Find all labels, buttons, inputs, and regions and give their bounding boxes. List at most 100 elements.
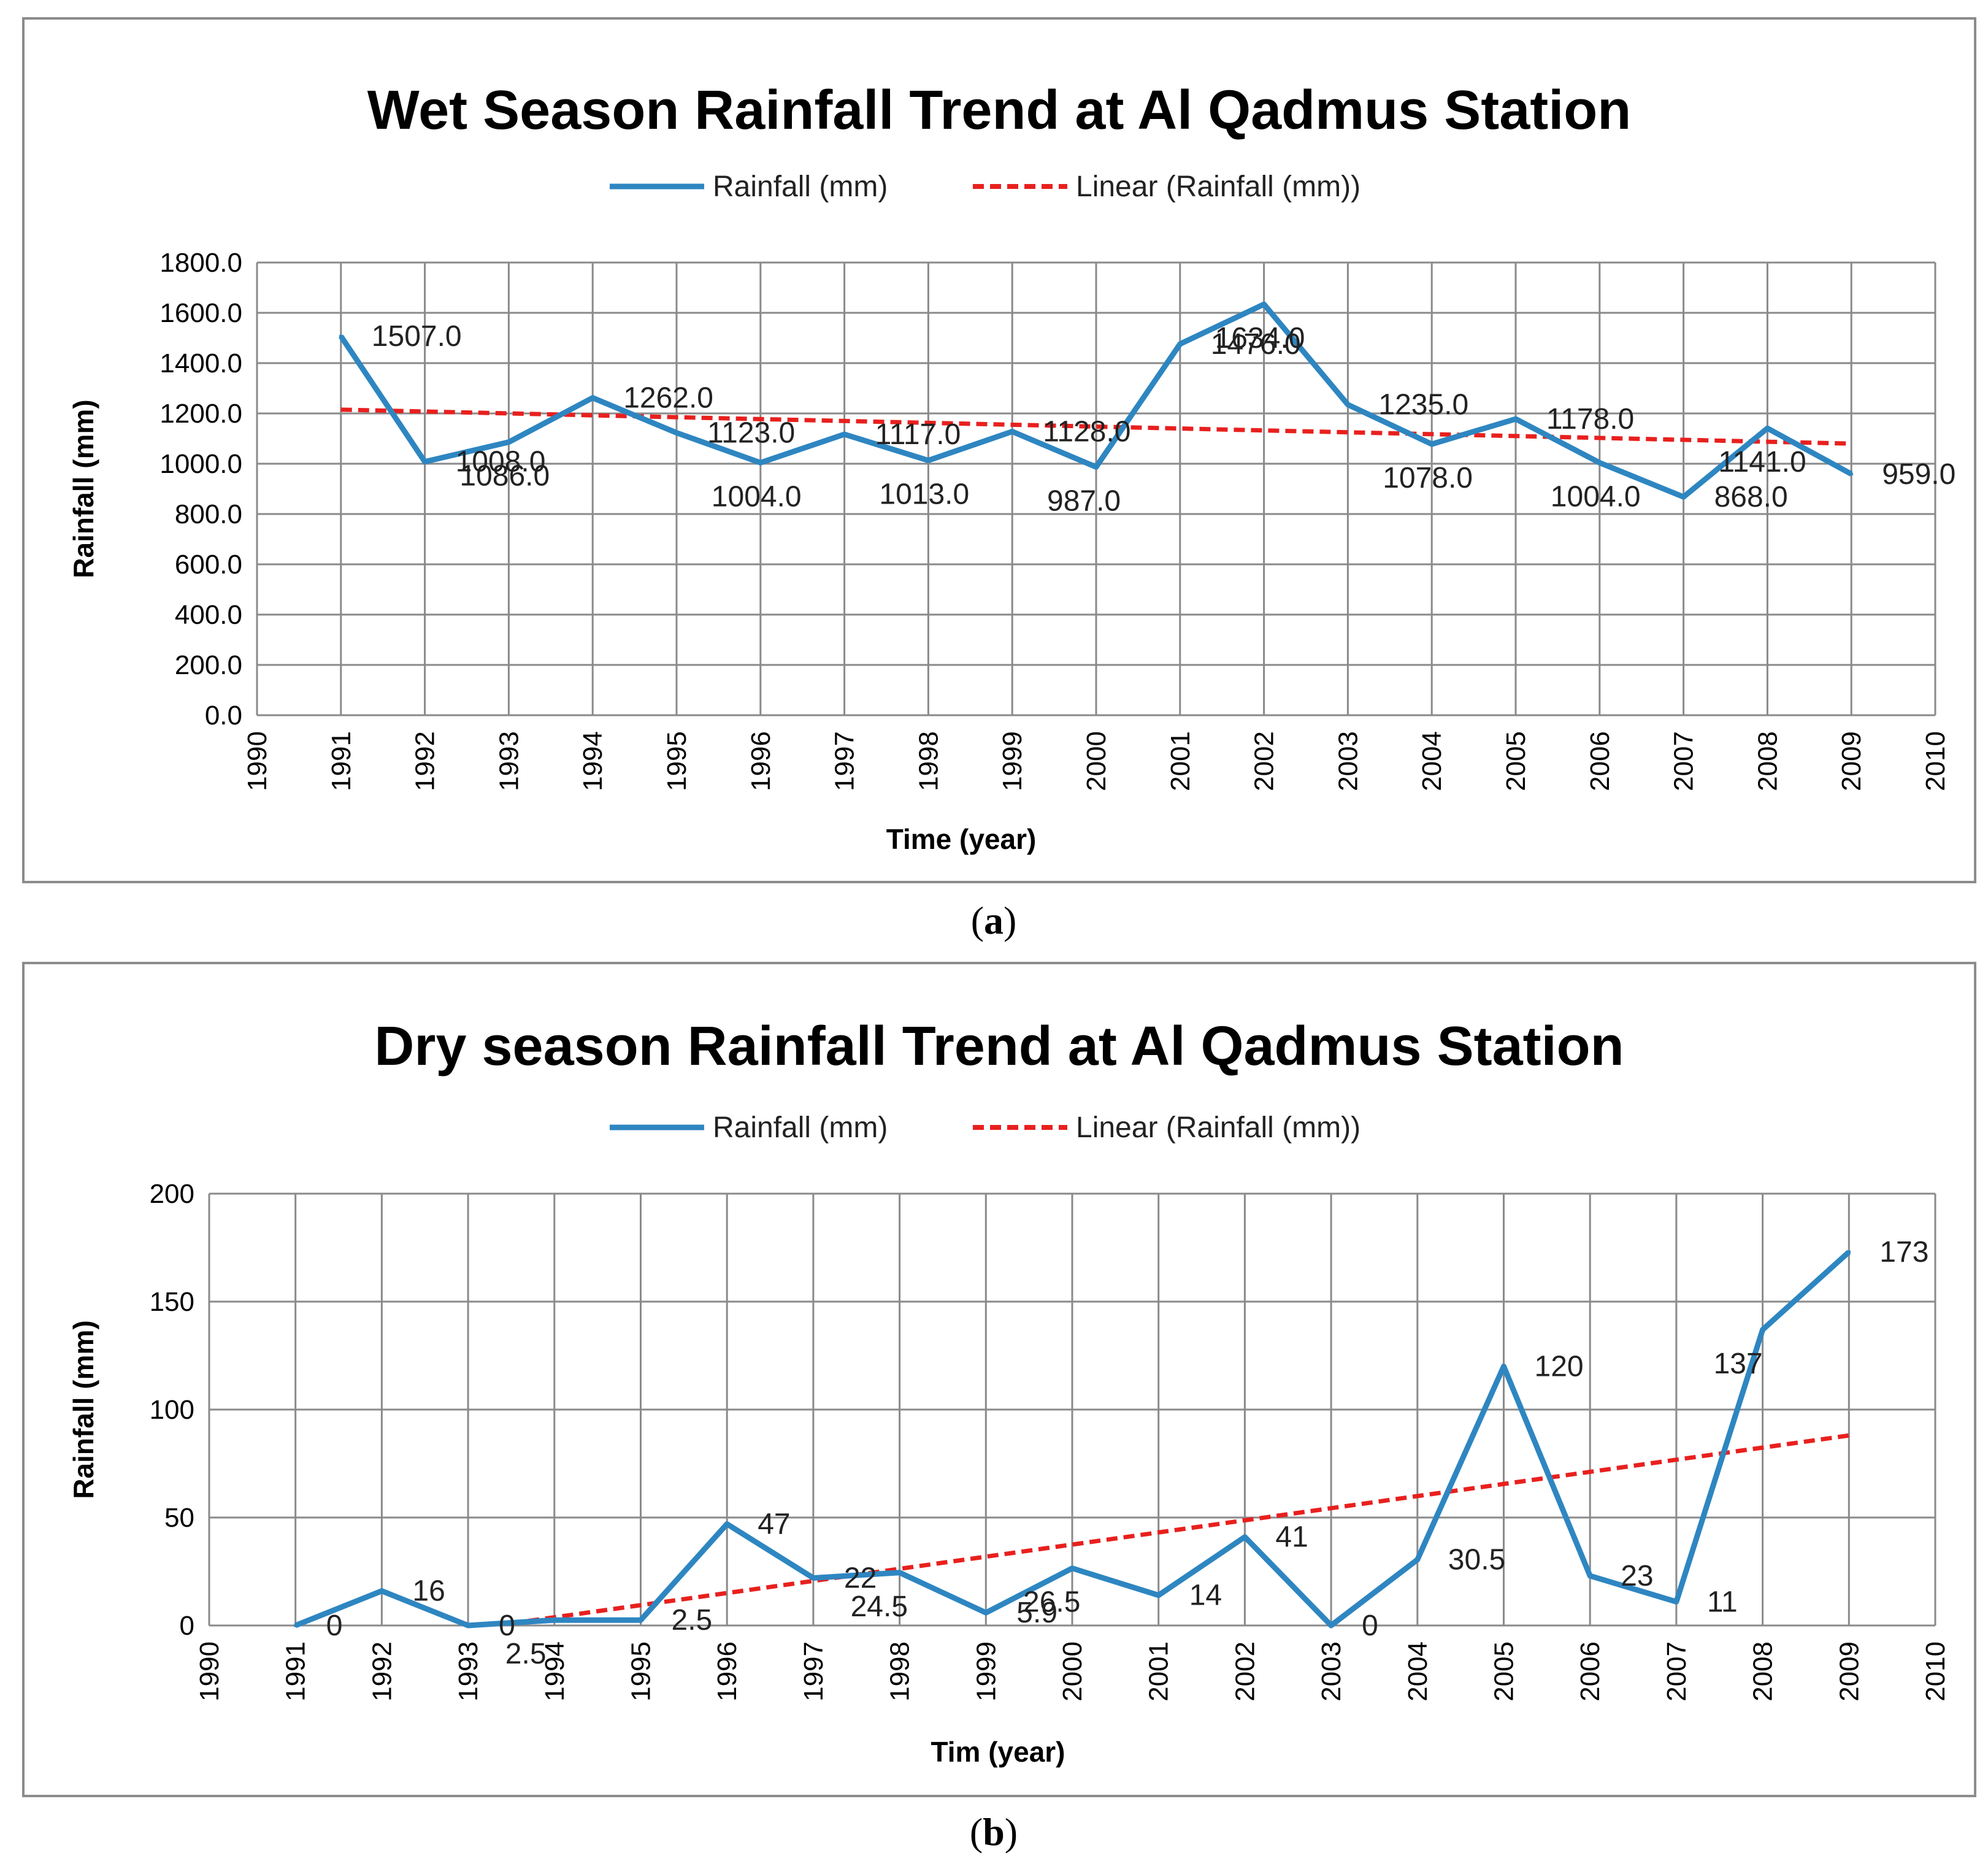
wet-x-tick-label: 1992 — [410, 731, 440, 791]
dry-data-point-1999 — [984, 1611, 988, 1615]
wet-y-tick-label: 1000.0 — [159, 449, 242, 479]
wet-y-tick-label: 0.0 — [205, 700, 242, 731]
wet-x-tick-label: 1996 — [746, 731, 776, 791]
dry-data-label-1998: 24.5 — [851, 1591, 908, 1623]
dry-x-tick-label: 2006 — [1575, 1641, 1605, 1702]
wet-data-point-2000 — [1094, 465, 1098, 469]
dry-x-tick-label: 2005 — [1489, 1641, 1519, 1702]
wet-x-tick-label: 2008 — [1752, 731, 1783, 791]
dry-data-label-1995: 2.5 — [672, 1604, 713, 1637]
wet-x-tick-label: 1998 — [913, 731, 943, 791]
dry-legend-linear-label: Linear (Rainfall (mm)) — [1076, 1111, 1361, 1144]
wet-data-point-2008 — [1765, 426, 1770, 431]
dry-data-point-2006 — [1588, 1574, 1592, 1578]
wet-y-tick-label: 1200.0 — [159, 399, 242, 429]
dry-data-point-1991 — [293, 1624, 297, 1627]
wet-y-tick-label: 1400.0 — [159, 348, 242, 378]
wet-x-tick-label: 1997 — [830, 731, 860, 791]
wet-x-tick-label: 1994 — [578, 731, 608, 791]
dry-data-label-1993: 0 — [499, 1610, 515, 1642]
wet-y-tick-label: 400.0 — [175, 600, 242, 630]
dry-y-axis-title: Rainfall (mm) — [67, 1320, 99, 1499]
wet-x-tick-label: 2006 — [1585, 731, 1615, 791]
dry-data-label-1992: 16 — [412, 1575, 445, 1608]
dry-data-point-2002 — [1243, 1535, 1247, 1539]
wet-x-tick-label: 1991 — [326, 731, 356, 791]
wet-data-label-2005: 1178.0 — [1546, 403, 1634, 436]
wet-data-label-2003: 1235.0 — [1378, 389, 1468, 421]
wet-data-point-2002 — [1262, 302, 1266, 307]
wet-data-label-1992: 1008.0 — [456, 446, 546, 478]
dry-x-tick-label: 2009 — [1834, 1641, 1864, 1702]
dry-data-label-2001: 14 — [1189, 1579, 1222, 1612]
wet-x-tick-label: 2007 — [1669, 731, 1699, 791]
wet-y-tick-label: 1600.0 — [159, 298, 242, 328]
wet-data-label-2008: 1141.0 — [1718, 446, 1806, 478]
wet-data-point-1997 — [842, 432, 846, 437]
wet-data-point-1993 — [507, 440, 511, 444]
wet-x-axis-title: Time (year) — [886, 823, 1037, 855]
dry-x-tick-label: 1990 — [194, 1641, 225, 1702]
wet-x-tick-label: 2001 — [1165, 731, 1195, 791]
wet-x-tick-label: 2005 — [1501, 731, 1531, 791]
dry-season-chart: Dry season Rainfall Trend at Al Qadmus S… — [67, 1016, 1951, 1768]
dry-x-tick-label: 1997 — [799, 1641, 829, 1702]
dry-data-point-2004 — [1415, 1557, 1419, 1562]
dry-x-axis-title: Tim (year) — [931, 1736, 1065, 1768]
wet-x-tick-label: 2003 — [1333, 731, 1363, 791]
dry-data-point-1997 — [811, 1576, 815, 1580]
dry-data-label-2005: 120 — [1535, 1351, 1584, 1383]
wet-x-tick-label: 2000 — [1081, 731, 1111, 791]
wet-data-point-1994 — [591, 396, 595, 400]
dry-data-label-1991: 0 — [326, 1610, 343, 1642]
wet-legend-linear-label: Linear (Rainfall (mm)) — [1076, 171, 1361, 203]
wet-x-tick-label: 1993 — [494, 731, 524, 791]
dry-data-point-2009 — [1847, 1250, 1851, 1254]
wet-trend-line — [340, 407, 1852, 446]
wet-data-point-1995 — [675, 431, 678, 435]
dry-data-point-2005 — [1502, 1364, 1506, 1368]
wet-data-label-2000: 987.0 — [1047, 485, 1121, 517]
dry-data-label-1996: 47 — [758, 1508, 790, 1541]
wet-data-label-1996: 1004.0 — [712, 480, 802, 513]
caption-b-letter: b — [983, 1810, 1005, 1854]
dry-data-point-1995 — [639, 1618, 643, 1622]
wet-data-point-1996 — [758, 461, 762, 465]
chart-panel-wet: Wet Season Rainfall Trend at Al Qadmus S… — [22, 17, 1976, 883]
dry-x-tick-label: 2004 — [1403, 1641, 1433, 1702]
dry-data-point-1993 — [466, 1624, 470, 1627]
wet-y-tick-label: 1800.0 — [159, 248, 242, 278]
dry-y-tick-label: 150 — [150, 1287, 194, 1317]
wet-y-tick-label: 800.0 — [175, 499, 242, 529]
dry-y-tick-label: 50 — [164, 1503, 194, 1533]
dry-trend-line — [510, 1433, 1849, 1625]
wet-data-point-1991 — [339, 334, 343, 339]
wet-data-point-2004 — [1430, 442, 1434, 447]
dry-data-point-2008 — [1760, 1327, 1765, 1332]
dry-x-tick-label: 1995 — [626, 1641, 656, 1702]
wet-chart-title: Wet Season Rainfall Trend at Al Qadmus S… — [367, 80, 1631, 141]
dry-x-tick-label: 2007 — [1662, 1641, 1692, 1702]
caption-b: (b) — [969, 1810, 1018, 1854]
dry-x-tick-label: 2001 — [1144, 1641, 1174, 1702]
dry-legend-rainfall-label: Rainfall (mm) — [713, 1111, 888, 1144]
wet-data-label-1994: 1262.0 — [623, 382, 713, 415]
dry-x-tick-label: 1993 — [453, 1641, 483, 1702]
wet-data-point-2007 — [1681, 495, 1686, 499]
dry-data-point-1998 — [897, 1570, 902, 1575]
wet-x-tick-label: 1995 — [662, 731, 692, 791]
wet-data-label-2004: 1078.0 — [1383, 462, 1473, 494]
dry-data-point-2001 — [1156, 1593, 1161, 1597]
dry-x-tick-label: 1991 — [281, 1641, 311, 1702]
dry-x-tick-label: 1999 — [971, 1641, 1001, 1702]
wet-y-tick-label: 600.0 — [175, 550, 242, 580]
dry-chart-title: Dry season Rainfall Trend at Al Qadmus S… — [374, 1016, 1624, 1077]
dry-data-point-1992 — [380, 1589, 384, 1593]
dry-x-tick-label: 2010 — [1921, 1641, 1951, 1702]
wet-data-label-1993: 1086.0 — [459, 460, 550, 493]
dry-data-point-1996 — [725, 1522, 729, 1526]
wet-data-label-1991: 1507.0 — [372, 320, 462, 353]
dry-data-label-2008: 137 — [1714, 1348, 1763, 1380]
wet-data-label-2002: 1634.0 — [1215, 322, 1305, 355]
dry-y-tick-label: 100 — [150, 1395, 194, 1425]
